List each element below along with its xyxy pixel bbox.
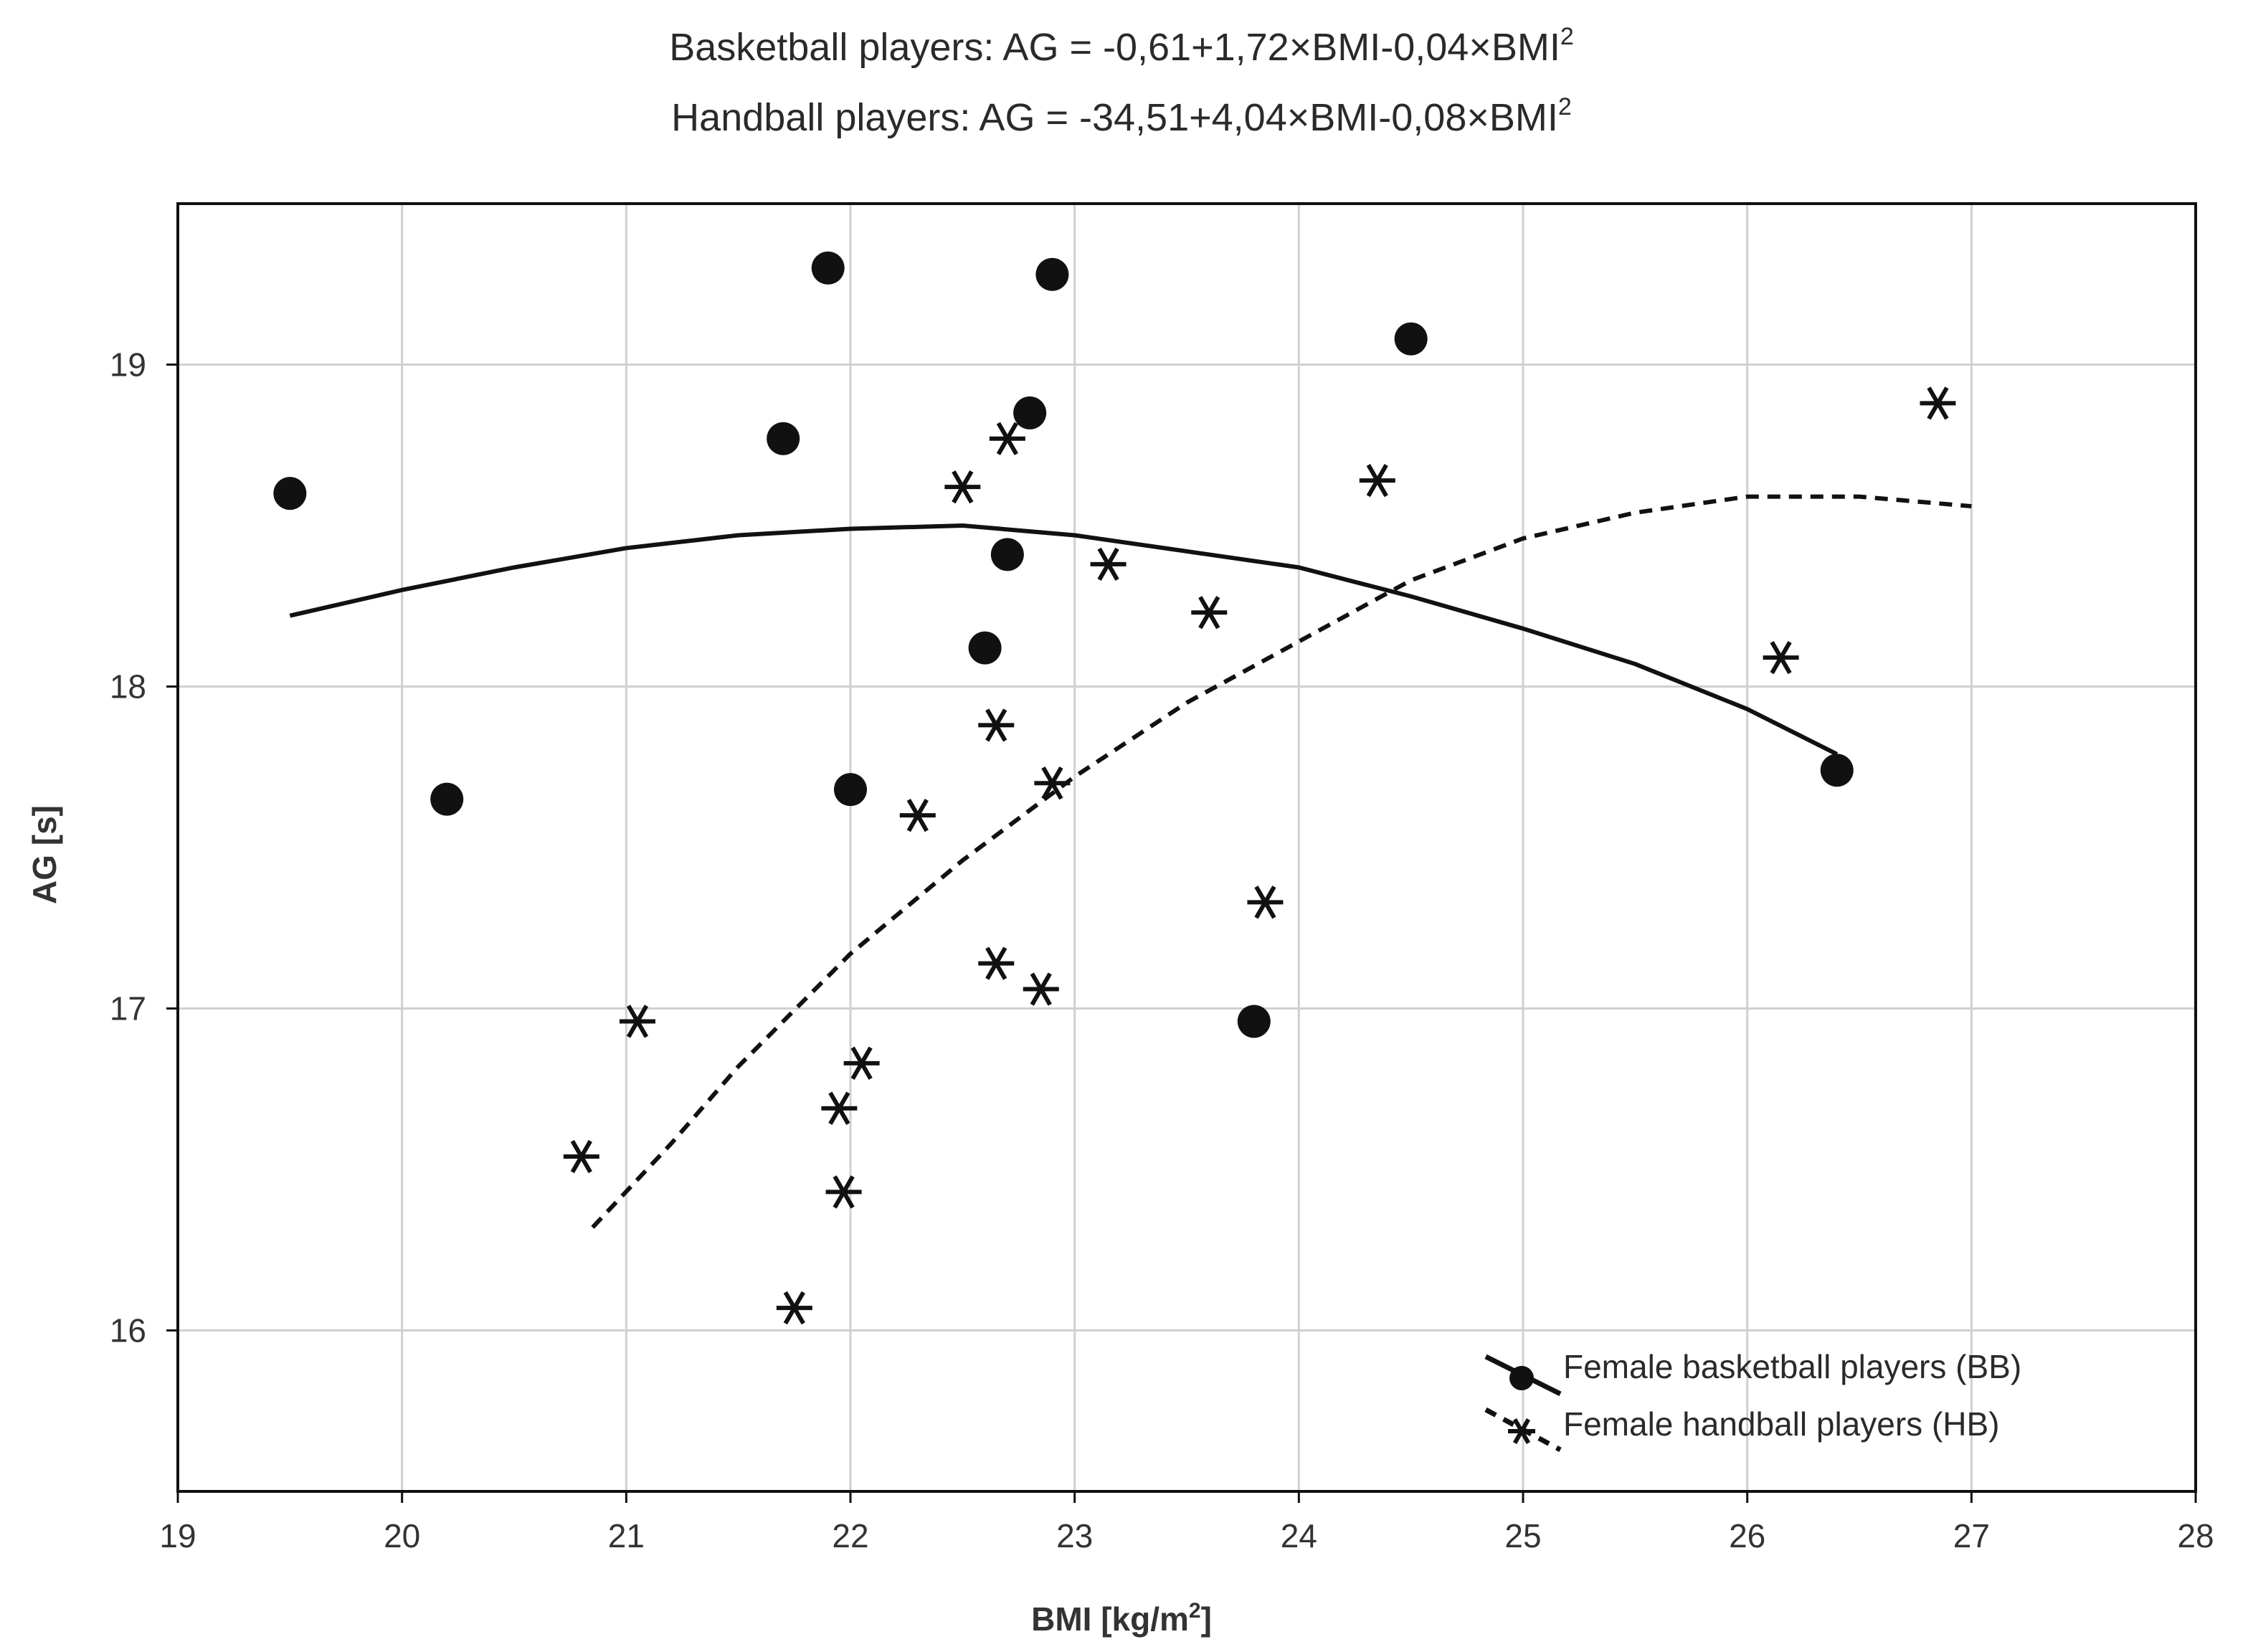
x-tick-label: 25 xyxy=(1504,1517,1541,1554)
handball-point xyxy=(899,798,936,832)
basketball-point xyxy=(1013,396,1047,429)
x-tick-label: 20 xyxy=(384,1517,420,1554)
plot-frame xyxy=(176,202,2197,1493)
handball-point xyxy=(776,1291,812,1325)
handball-point xyxy=(1247,886,1284,919)
handball-point-stroke xyxy=(828,1091,850,1125)
handball-point-stroke xyxy=(1030,972,1052,1006)
x-tick-label: 26 xyxy=(1729,1517,1765,1554)
handball-point-stroke xyxy=(1366,463,1388,498)
data-points xyxy=(273,251,1956,1325)
handball-point xyxy=(989,422,1025,455)
handball-point-stroke xyxy=(952,470,974,504)
chart-title-line-2: Handball players: AG = -34,51+4,04×BMI-0… xyxy=(671,93,1572,139)
basketball-point xyxy=(1394,322,1428,356)
axis-ticks: 19 20 21 22 23 24 25 26 27 28 16 17 18 19 xyxy=(110,346,2214,1555)
basketball-point xyxy=(273,477,307,511)
handball-point xyxy=(563,1139,599,1174)
handball-point-stroke xyxy=(1770,640,1792,675)
x-tick-label: 24 xyxy=(1281,1517,1317,1554)
basketball-point xyxy=(767,422,800,455)
basketball-point xyxy=(834,773,867,807)
chart-title-line-1: Basketball players: AG = -0,61+1,72×BMI-… xyxy=(669,23,1574,69)
handball-fit-curve xyxy=(591,494,1972,1229)
handball-point-stroke xyxy=(850,1046,873,1080)
basketball-point xyxy=(430,782,464,816)
handball-point-stroke xyxy=(1254,886,1276,919)
handball-point xyxy=(1763,640,1799,675)
handball-point xyxy=(1034,766,1071,800)
handball-point-stroke xyxy=(1097,547,1119,581)
handball-point-stroke xyxy=(1927,386,1949,420)
x-tick-label: 21 xyxy=(608,1517,645,1554)
basketball-point xyxy=(990,538,1024,571)
y-tick-label: 19 xyxy=(110,346,146,384)
handball-point-stroke xyxy=(626,1005,649,1038)
handball-point-stroke xyxy=(985,946,1007,980)
handball-point-stroke xyxy=(1198,596,1220,630)
x-tick-label: 22 xyxy=(832,1517,868,1554)
x-axis-label-sup: 2 xyxy=(1189,1599,1201,1623)
basketball-point xyxy=(811,251,845,285)
legend-marker-basketball xyxy=(1509,1366,1534,1390)
chart-title-line-2-text: Handball players: AG = -34,51+4,04×BMI-0… xyxy=(671,96,1558,139)
legend-label-basketball: Female basketball players (BB) xyxy=(1563,1348,2021,1385)
chart-title-line-2-sup: 2 xyxy=(1558,93,1572,120)
basketball-point xyxy=(1820,754,1854,787)
handball-point-stroke xyxy=(996,422,1018,455)
legend: Female basketball players (BB) Female ha… xyxy=(1484,1348,2021,1453)
handball-point-stroke xyxy=(985,708,1007,742)
handball-point-stroke xyxy=(1041,766,1063,800)
handball-point-stroke xyxy=(833,1175,855,1209)
basketball-point xyxy=(968,631,1002,665)
handball-point-stroke xyxy=(783,1291,805,1325)
x-tick-label: 23 xyxy=(1056,1517,1093,1554)
y-tick-label: 16 xyxy=(110,1312,146,1349)
grid xyxy=(178,204,2196,1491)
handball-point xyxy=(825,1175,862,1209)
handball-point xyxy=(1920,386,1956,420)
chart-title-line-1-sup: 2 xyxy=(1560,23,1574,50)
fit-curves xyxy=(289,494,1972,1229)
handball-point xyxy=(619,1005,655,1038)
legend-label-handball: Female handball players (HB) xyxy=(1563,1405,2000,1443)
handball-point xyxy=(1023,972,1059,1006)
x-axis-label-main: BMI [kg/m xyxy=(1031,1600,1189,1638)
handball-point xyxy=(944,470,981,504)
chart-title-line-1-text: Basketball players: AG = -0,61+1,72×BMI-… xyxy=(669,26,1560,69)
basketball-point xyxy=(1035,257,1069,291)
handball-point xyxy=(821,1091,858,1125)
x-axis-label-tail: ] xyxy=(1201,1600,1212,1638)
y-tick-label: 17 xyxy=(110,990,146,1027)
handball-point xyxy=(843,1046,880,1080)
x-tick-label: 19 xyxy=(159,1517,196,1554)
handball-point xyxy=(1359,463,1395,498)
handball-point-stroke xyxy=(906,798,929,832)
legend-marker-handball xyxy=(1508,1418,1535,1444)
y-axis-label: AG [s] xyxy=(26,805,63,904)
x-tick-label: 27 xyxy=(1953,1517,1990,1554)
x-tick-label: 28 xyxy=(2177,1517,2214,1554)
y-tick-label: 18 xyxy=(110,668,146,706)
handball-point xyxy=(1191,596,1228,630)
handball-point xyxy=(978,946,1015,980)
handball-point-stroke xyxy=(570,1139,592,1174)
handball-point xyxy=(978,708,1015,742)
handball-point xyxy=(1090,547,1127,581)
x-axis-label: BMI [kg/m2] xyxy=(1031,1599,1212,1638)
basketball-fit-curve xyxy=(289,523,1839,756)
legend-asterisk-glyph xyxy=(1508,1418,1535,1444)
basketball-point xyxy=(1237,1005,1271,1038)
legend-asterisk-glyph-stroke xyxy=(1512,1418,1531,1444)
